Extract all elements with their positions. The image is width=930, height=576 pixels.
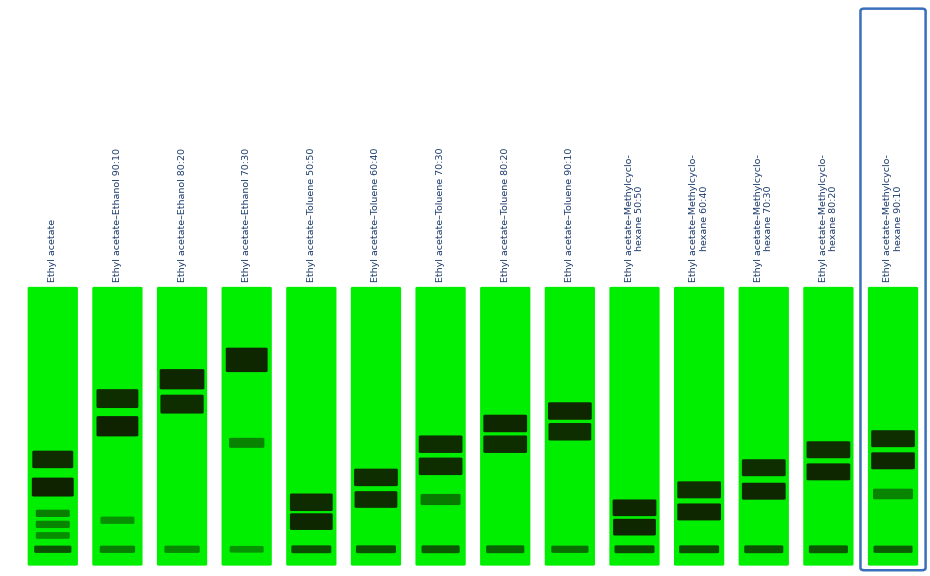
Text: Ethyl acetate–Toluene 50:50: Ethyl acetate–Toluene 50:50 (307, 148, 316, 282)
FancyBboxPatch shape (421, 545, 459, 553)
FancyBboxPatch shape (744, 545, 783, 553)
FancyBboxPatch shape (354, 469, 398, 486)
FancyBboxPatch shape (32, 478, 73, 497)
FancyBboxPatch shape (548, 402, 591, 420)
FancyBboxPatch shape (230, 546, 264, 552)
FancyBboxPatch shape (97, 416, 139, 437)
Text: Ethyl acetate–Ethanol 70:30: Ethyl acetate–Ethanol 70:30 (242, 148, 251, 282)
FancyBboxPatch shape (416, 287, 466, 566)
FancyBboxPatch shape (674, 287, 724, 566)
FancyBboxPatch shape (613, 519, 656, 536)
FancyBboxPatch shape (804, 287, 854, 566)
FancyBboxPatch shape (873, 545, 912, 553)
Text: Ethyl acetate: Ethyl acetate (48, 219, 58, 282)
FancyBboxPatch shape (100, 517, 135, 524)
FancyBboxPatch shape (613, 499, 657, 516)
FancyBboxPatch shape (229, 438, 264, 448)
FancyBboxPatch shape (291, 545, 331, 553)
FancyBboxPatch shape (418, 435, 462, 453)
FancyBboxPatch shape (356, 545, 396, 553)
FancyBboxPatch shape (160, 395, 204, 414)
FancyBboxPatch shape (35, 532, 70, 539)
FancyBboxPatch shape (221, 287, 272, 566)
FancyBboxPatch shape (97, 389, 139, 408)
FancyBboxPatch shape (290, 494, 333, 511)
Text: Ethyl acetate–Methylcyclo-
hexane 90:10: Ethyl acetate–Methylcyclo- hexane 90:10 (884, 154, 903, 282)
Text: Ethyl acetate–Toluene 60:40: Ethyl acetate–Toluene 60:40 (371, 148, 380, 282)
FancyBboxPatch shape (28, 287, 78, 566)
FancyBboxPatch shape (160, 369, 205, 389)
FancyBboxPatch shape (351, 287, 401, 566)
FancyBboxPatch shape (34, 545, 72, 553)
FancyBboxPatch shape (545, 287, 595, 566)
FancyBboxPatch shape (484, 415, 527, 432)
Text: Ethyl acetate–Methylcyclo-
hexane 60:40: Ethyl acetate–Methylcyclo- hexane 60:40 (689, 154, 709, 282)
FancyBboxPatch shape (418, 457, 462, 475)
FancyBboxPatch shape (806, 441, 850, 458)
FancyBboxPatch shape (480, 287, 530, 566)
FancyBboxPatch shape (35, 521, 70, 528)
FancyBboxPatch shape (354, 491, 397, 508)
FancyBboxPatch shape (742, 459, 786, 476)
FancyBboxPatch shape (486, 545, 525, 553)
FancyBboxPatch shape (868, 287, 918, 566)
Text: Ethyl acetate–Ethanol 80:20: Ethyl acetate–Ethanol 80:20 (178, 148, 187, 282)
FancyBboxPatch shape (677, 503, 721, 521)
FancyBboxPatch shape (551, 545, 589, 553)
FancyBboxPatch shape (157, 287, 207, 566)
FancyBboxPatch shape (677, 482, 721, 498)
Text: Ethyl acetate–Methylcyclo-
hexane 50:50: Ethyl acetate–Methylcyclo- hexane 50:50 (625, 154, 644, 282)
FancyBboxPatch shape (809, 545, 848, 553)
FancyBboxPatch shape (679, 545, 719, 553)
FancyBboxPatch shape (609, 287, 659, 566)
Text: Ethyl acetate–Toluene 80:20: Ethyl acetate–Toluene 80:20 (500, 148, 510, 282)
FancyBboxPatch shape (738, 287, 789, 566)
FancyBboxPatch shape (420, 494, 460, 505)
FancyBboxPatch shape (484, 435, 527, 453)
FancyBboxPatch shape (33, 450, 73, 468)
FancyBboxPatch shape (871, 452, 915, 469)
FancyBboxPatch shape (165, 545, 200, 553)
FancyBboxPatch shape (226, 348, 268, 372)
FancyBboxPatch shape (742, 483, 786, 500)
FancyBboxPatch shape (35, 510, 70, 517)
FancyBboxPatch shape (615, 545, 655, 553)
Text: Ethyl acetate–Methylcyclo-
hexane 80:20: Ethyl acetate–Methylcyclo- hexane 80:20 (818, 154, 838, 282)
FancyBboxPatch shape (806, 463, 850, 480)
FancyBboxPatch shape (871, 430, 915, 447)
Text: Ethyl acetate–Toluene 90:10: Ethyl acetate–Toluene 90:10 (565, 148, 575, 282)
Text: Ethyl acetate–Methylcyclo-
hexane 70:30: Ethyl acetate–Methylcyclo- hexane 70:30 (754, 154, 774, 282)
FancyBboxPatch shape (549, 423, 591, 441)
FancyBboxPatch shape (92, 287, 142, 566)
FancyBboxPatch shape (286, 287, 337, 566)
Text: Ethyl acetate–Toluene 70:30: Ethyl acetate–Toluene 70:30 (436, 147, 445, 282)
FancyBboxPatch shape (100, 545, 135, 553)
Text: Ethyl acetate–Ethanol 90:10: Ethyl acetate–Ethanol 90:10 (113, 148, 122, 282)
FancyBboxPatch shape (290, 513, 333, 530)
FancyBboxPatch shape (873, 488, 913, 499)
